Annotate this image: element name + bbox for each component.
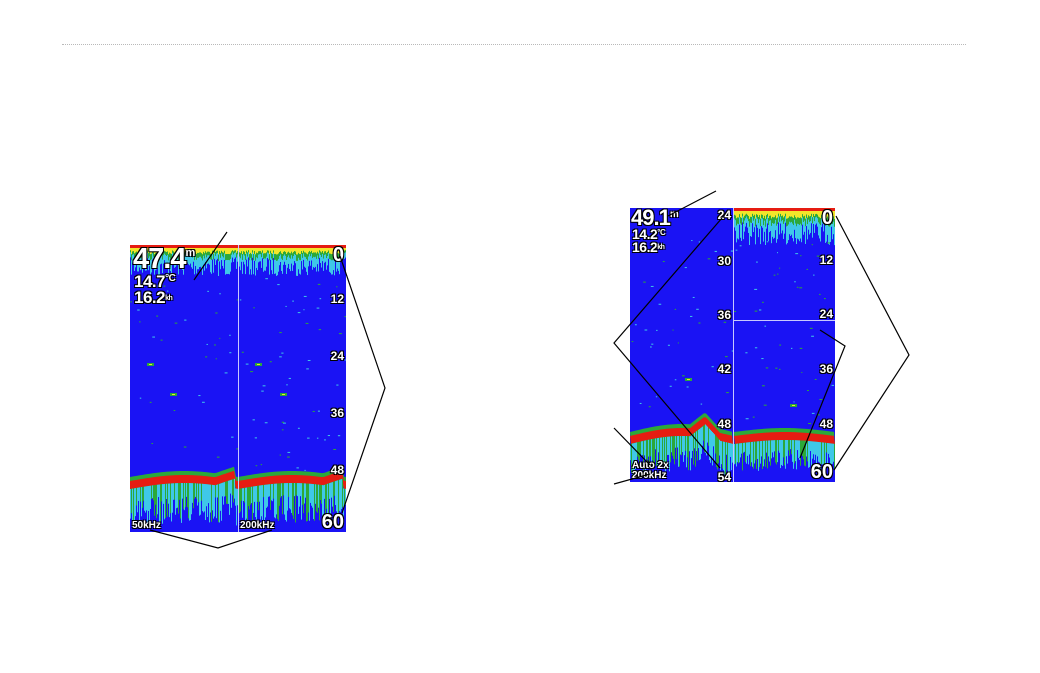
depth-unit: m (185, 247, 195, 259)
water-temp-readout: 14.7°C (134, 272, 176, 291)
depth-scale-label: 24 (330, 349, 344, 363)
zoom-scale-label: 42 (717, 362, 731, 376)
callout-frequency (149, 529, 273, 549)
zoom-scale-label: 24 (717, 208, 731, 222)
depth-scale-top: 0 (821, 208, 833, 229)
depth-scale-label: 36 (819, 362, 833, 376)
water-temp-value: 14.7 (134, 272, 166, 291)
depth-value: 47.4 (133, 245, 186, 275)
callout-full-scale (833, 215, 910, 471)
zoom-scale-label: 48 (717, 417, 731, 431)
frequency-divider (238, 245, 239, 532)
depth-scale-label: 12 (330, 292, 344, 306)
speed-unit: kh (165, 295, 173, 302)
frequency-label-200khz: 200kHz (240, 520, 275, 531)
depth-scale-label: 24 (819, 307, 833, 321)
frequency-label: 200kHz (632, 470, 667, 481)
water-temp-unit: °C (165, 273, 176, 284)
speed-value: 16.2 (134, 288, 166, 307)
water-temp-unit: °C (657, 228, 666, 237)
sonar-zoom-view[interactable]: 49.1m 14.2°C 16.2kh 24 30 36 42 48 54 0 … (630, 208, 835, 482)
depth-scale-label: 12 (819, 253, 833, 267)
zoom-scale-label: 54 (717, 470, 731, 482)
depth-scale-label: 48 (819, 417, 833, 431)
depth-scale-label: 36 (330, 406, 344, 420)
sonar-returns (130, 245, 346, 528)
zoom-scale-label: 36 (717, 308, 731, 322)
depth-scale-label: 48 (330, 463, 344, 477)
depth-scale-bottom: 60 (810, 461, 833, 482)
zoom-scale-label: 30 (717, 254, 731, 268)
speed-value: 16.2 (632, 239, 658, 255)
sonar-split-frequency-view[interactable]: 47.4m 14.7°C 16.2kh 0 12 24 36 48 60 50k… (130, 245, 346, 532)
depth-scale-bottom: 60 (321, 511, 344, 532)
zoom-divider (733, 208, 734, 482)
depth-readout: 47.4m (133, 245, 195, 275)
speed-readout: 16.2kh (134, 288, 173, 307)
speed-readout: 16.2kh (632, 239, 665, 255)
header-rule (62, 44, 966, 45)
frequency-label-50khz: 50kHz (132, 520, 161, 531)
speed-unit: kh (657, 244, 665, 251)
zoom-window-line (734, 320, 835, 321)
depth-scale-top: 0 (332, 245, 344, 266)
callout-scale (339, 255, 386, 514)
depth-unit: m (669, 209, 679, 220)
